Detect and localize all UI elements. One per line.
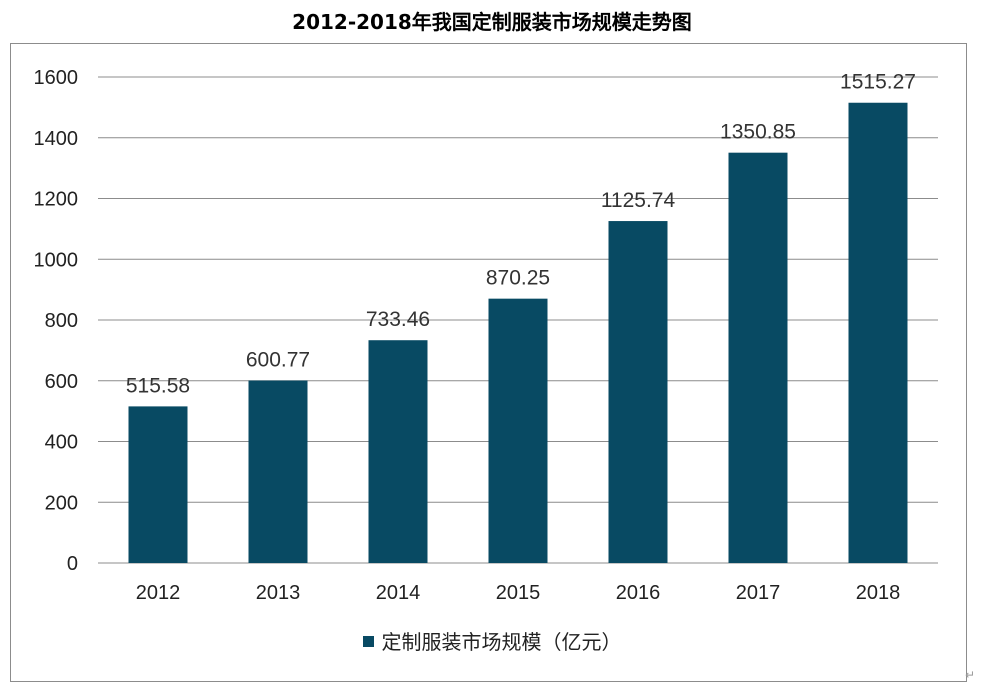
bar	[488, 298, 548, 563]
y-tick-label: 0	[67, 553, 78, 575]
x-tick-label: 2017	[736, 582, 781, 604]
x-tick-label: 2018	[856, 582, 901, 604]
legend-swatch	[362, 636, 374, 647]
return-arrow-icon: ↵	[965, 668, 976, 682]
data-label: 1125.74	[601, 189, 676, 212]
data-label: 1515.27	[840, 71, 916, 94]
bar	[248, 380, 308, 563]
legend: 定制服装市场规模（亿元）	[0, 626, 984, 655]
y-tick-label: 400	[45, 432, 78, 454]
y-tick-label: 200	[45, 492, 78, 514]
x-axis-tick-labels: 2012 2013 2014 2015 2016 2017 2018	[136, 582, 901, 604]
bars	[128, 102, 908, 564]
bar	[608, 221, 668, 564]
data-label: 1350.85	[720, 121, 796, 144]
x-tick-label: 2016	[616, 582, 661, 604]
legend-label: 定制服装市场规模（亿元）	[381, 630, 622, 654]
bar	[128, 406, 188, 563]
y-tick-label: 1200	[34, 189, 79, 211]
chart-title: 2012-2018年我国定制服装市场规模走势图	[292, 10, 692, 34]
bar	[848, 102, 908, 563]
gridlines	[98, 76, 938, 564]
data-label: 870.25	[486, 267, 550, 290]
y-tick-label: 600	[45, 371, 78, 393]
x-tick-label: 2015	[496, 582, 541, 604]
y-tick-label: 1600	[34, 67, 79, 89]
y-axis-tick-labels: 0 200 400 600 800 1000 1200 1400 1600	[34, 67, 79, 575]
y-tick-label: 1000	[34, 249, 79, 271]
data-labels: 515.58 600.77 733.46 870.25 1125.74 1350.85 15…	[126, 71, 916, 398]
data-label: 733.46	[366, 308, 430, 331]
bar	[368, 340, 428, 563]
bar	[728, 152, 788, 563]
x-tick-label: 2014	[376, 582, 421, 604]
x-tick-label: 2012	[136, 582, 181, 604]
y-tick-label: 800	[45, 310, 78, 332]
chart-frame	[10, 43, 967, 682]
data-label: 600.77	[246, 349, 310, 372]
x-tick-label: 2013	[256, 582, 301, 604]
data-label: 515.58	[126, 374, 190, 397]
y-tick-label: 1400	[34, 128, 79, 150]
